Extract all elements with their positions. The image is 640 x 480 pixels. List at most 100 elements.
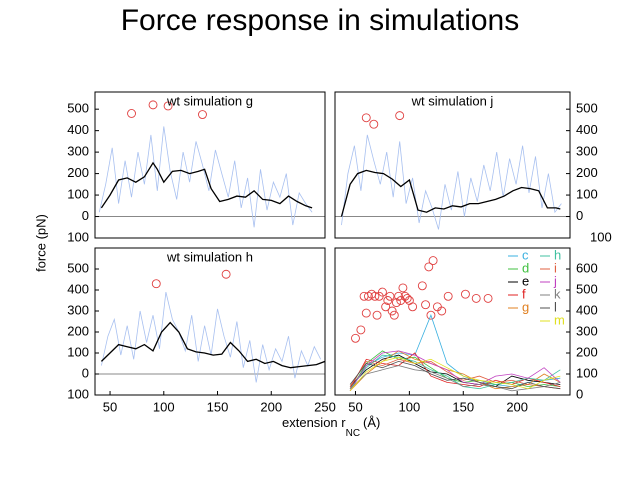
- plot-area: [335, 111, 570, 230]
- chart-title: Force response in simulations: [121, 4, 520, 37]
- x-tick-label: 100: [399, 399, 421, 414]
- y-tick-label: 400: [576, 302, 598, 317]
- legend-label: j: [553, 273, 557, 288]
- peak-marker: [389, 310, 399, 320]
- peak-marker: [443, 291, 453, 301]
- peak-marker: [408, 302, 418, 312]
- x-tick-label: 200: [260, 399, 282, 414]
- y-tick-label: 100: [67, 229, 89, 244]
- x-axis-label-subscript: NC: [346, 428, 360, 439]
- force-trace: [98, 126, 313, 228]
- peak-marker: [385, 291, 395, 301]
- peak-marker: [437, 306, 447, 316]
- plot-frame: [334, 247, 571, 396]
- x-tick-label: 50: [103, 399, 117, 414]
- peak-marker: [387, 306, 397, 316]
- peak-marker: [361, 113, 371, 123]
- y-tick-label: 500: [576, 281, 598, 296]
- y-tick-label: 500: [576, 101, 598, 116]
- y-tick-label: 300: [576, 144, 598, 159]
- peak-marker: [428, 256, 438, 266]
- peak-marker: [163, 101, 173, 111]
- y-tick-label: 0: [576, 208, 583, 223]
- y-tick-label: 100: [67, 186, 89, 201]
- y-tick-label: 100: [67, 386, 89, 401]
- legend-label: h: [554, 247, 561, 262]
- y-tick-label: 100: [590, 229, 612, 244]
- peak-marker: [361, 308, 371, 318]
- y-tick-label: 0: [576, 386, 583, 401]
- plot-area: [349, 256, 561, 392]
- force-trace: [100, 161, 313, 209]
- peak-marker: [432, 302, 442, 312]
- peak-marker: [424, 262, 434, 272]
- peak-marker: [221, 269, 231, 279]
- peak-marker: [198, 110, 207, 119]
- peak-marker: [471, 293, 481, 303]
- peak-marker: [417, 281, 427, 291]
- peak-marker: [381, 302, 391, 312]
- legend-label: l: [554, 299, 557, 314]
- series-line: [349, 352, 561, 389]
- y-tick-label: 100: [576, 186, 598, 201]
- y-tick-label: 300: [67, 302, 89, 317]
- y-tick-label: 500: [67, 101, 89, 116]
- peak-marker: [370, 291, 380, 301]
- plot-frame: [94, 91, 326, 239]
- force-trace: [101, 292, 322, 383]
- legend-label: m: [554, 312, 565, 327]
- peak-marker: [421, 300, 431, 310]
- series-line: [349, 365, 561, 392]
- x-axis-label: extension rNC(Å): [282, 415, 380, 438]
- y-tick-label: 400: [67, 281, 89, 296]
- peak-marker: [395, 111, 405, 121]
- y-tick-label: 200: [67, 165, 89, 180]
- panel-title: wt simulation h: [166, 249, 253, 264]
- y-tick-label: 100: [576, 365, 598, 380]
- panel-title: wt simulation j: [411, 93, 494, 108]
- peak-marker: [383, 296, 393, 305]
- x-tick-label: 200: [506, 399, 528, 414]
- plot-area: [95, 100, 325, 228]
- peak-marker: [483, 293, 493, 303]
- y-axis-label: force (pN): [33, 214, 48, 272]
- legend-label: c: [522, 247, 529, 262]
- y-tick-label: 300: [576, 323, 598, 338]
- series-line: [349, 356, 561, 392]
- y-tick-label: 0: [82, 208, 89, 223]
- peak-marker: [402, 293, 412, 303]
- peak-marker: [426, 310, 436, 320]
- panel-title: wt simulation g: [166, 93, 253, 108]
- x-axis-label-text: extension r: [282, 415, 346, 430]
- y-tick-label: 300: [67, 144, 89, 159]
- plot-frame: [94, 247, 326, 396]
- peak-marker: [460, 289, 470, 299]
- legend-label: g: [522, 299, 529, 314]
- force-trace: [100, 321, 325, 369]
- x-tick-label: 100: [153, 399, 175, 414]
- peak-marker: [151, 279, 161, 289]
- legend-label: d: [522, 260, 529, 275]
- legend-label: k: [554, 286, 561, 301]
- series-line: [349, 350, 561, 392]
- peak-marker: [372, 310, 382, 320]
- plot-area: [95, 269, 325, 383]
- peak-marker: [404, 296, 414, 305]
- peak-marker: [369, 119, 379, 129]
- series-line: [349, 360, 561, 390]
- x-axis-label-unit: (Å): [363, 415, 380, 430]
- y-tick-label: 200: [67, 323, 89, 338]
- series-line: [349, 354, 561, 388]
- series-line: [349, 354, 561, 390]
- peak-marker: [394, 291, 404, 301]
- x-tick-label: 50: [348, 399, 362, 414]
- x-tick-label: 250: [314, 399, 336, 414]
- x-tick-label: 150: [452, 399, 474, 414]
- y-tick-label: 200: [576, 165, 598, 180]
- force-trace: [341, 134, 562, 230]
- plot-frame: [334, 91, 571, 239]
- y-tick-label: 500: [67, 260, 89, 275]
- peak-marker: [127, 109, 136, 118]
- peak-marker: [356, 325, 366, 335]
